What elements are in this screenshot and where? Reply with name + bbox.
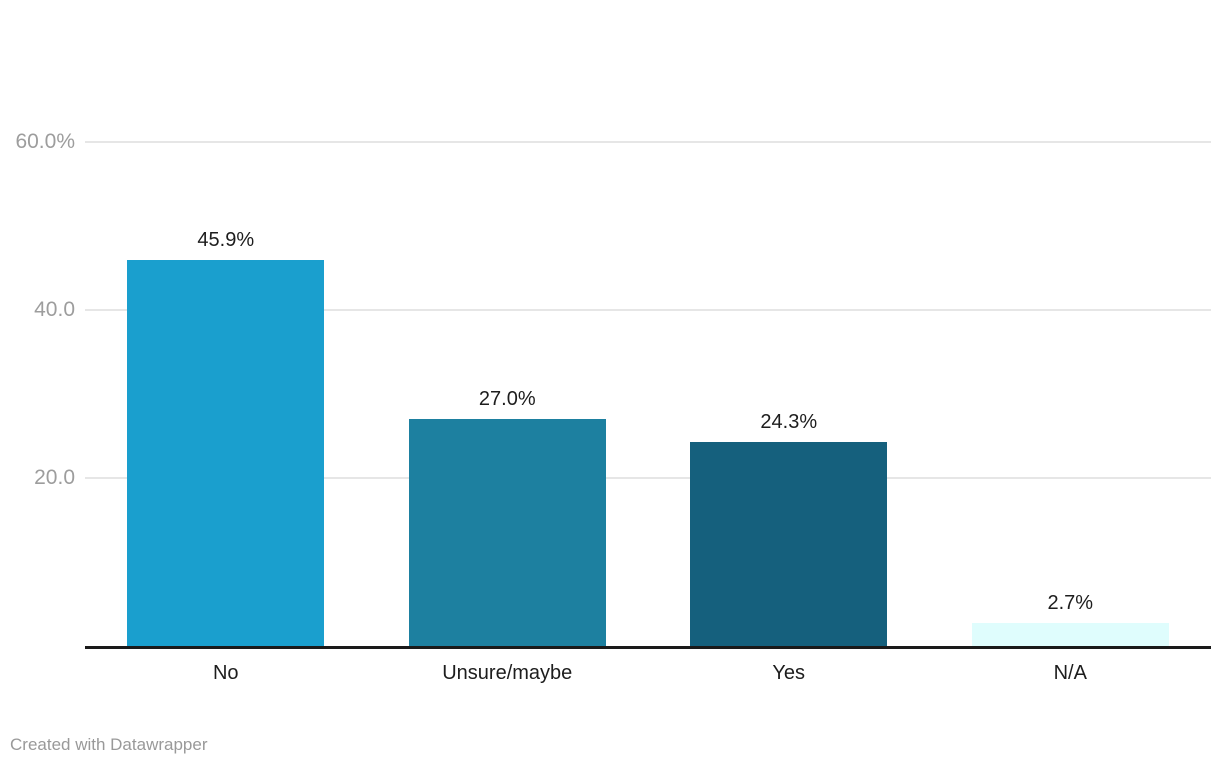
- bar-value-label: 27.0%: [478, 388, 536, 411]
- y-gridline: [85, 309, 1211, 311]
- x-axis-category-label: Unsure/maybe: [442, 662, 573, 684]
- x-axis-baseline: [85, 646, 1211, 649]
- bar-no: [127, 260, 325, 646]
- bar-unsure-maybe: [408, 419, 606, 646]
- bar-yes: [690, 441, 888, 646]
- y-axis-tick-label: 60.0%: [15, 130, 75, 153]
- x-axis-category-label: N/A: [1053, 662, 1087, 684]
- y-axis-tick-label: 40.0: [34, 298, 75, 321]
- x-axis-category-label: Yes: [772, 662, 806, 684]
- y-gridline: [85, 477, 1211, 479]
- y-axis-tick-label: 20.0: [34, 466, 75, 489]
- x-axis-category-label: No: [212, 662, 239, 684]
- bar-n-a: [971, 623, 1169, 646]
- datawrapper-credit-link[interactable]: Created with Datawrapper: [10, 735, 208, 754]
- y-gridline: [85, 141, 1211, 143]
- bar-value-label: 24.3%: [760, 410, 818, 433]
- bar-value-label: 2.7%: [1047, 592, 1094, 615]
- bar-value-label: 45.9%: [197, 229, 255, 252]
